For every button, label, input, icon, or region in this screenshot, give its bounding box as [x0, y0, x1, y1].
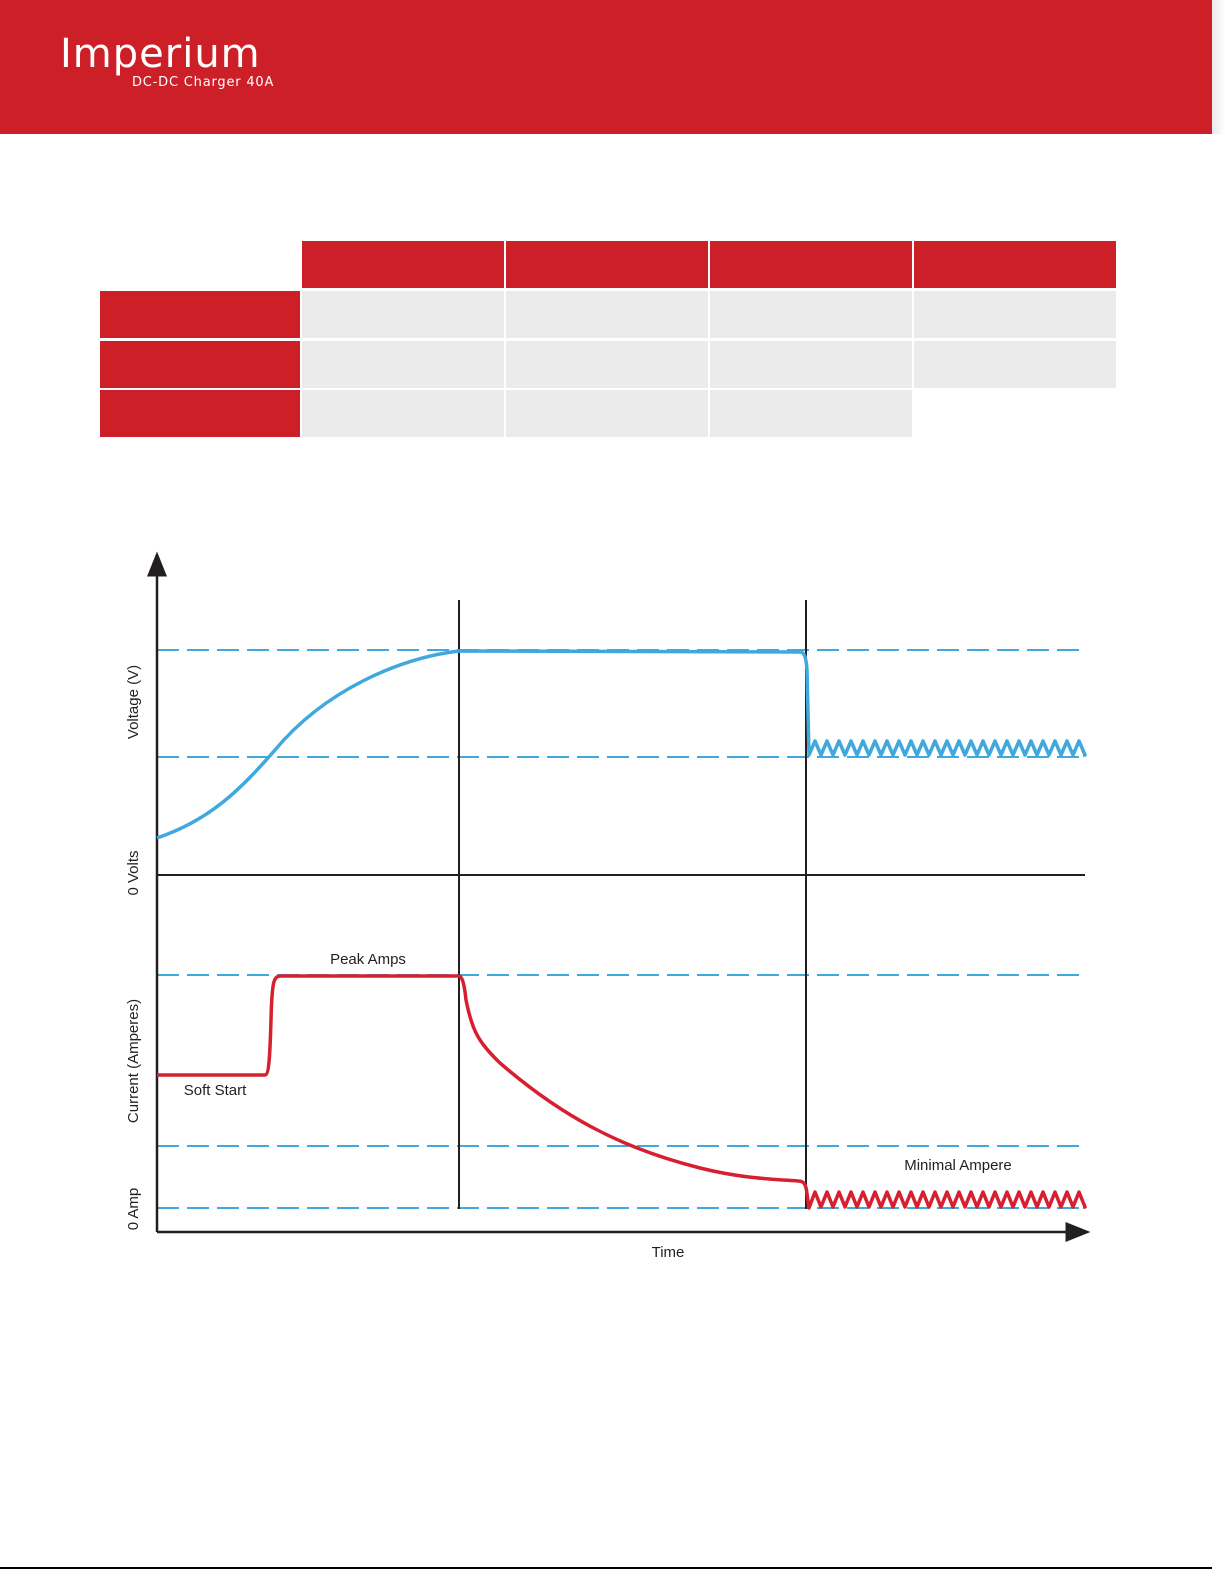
table-column-header [914, 241, 1116, 288]
table-row-header [100, 390, 300, 437]
y-axis-label-zero-amp: 0 Amp [125, 1188, 142, 1231]
table-cell-text [506, 341, 708, 388]
annotation-peak-amps: Peak Amps [330, 951, 406, 968]
table-cell [302, 291, 504, 338]
table-column-header-text [914, 241, 1116, 288]
table-row-header-text [100, 390, 300, 437]
page-header: Imperium DC-DC Charger 40A [0, 0, 1212, 134]
table-column-header-text [302, 241, 504, 288]
series-line-voltage [156, 649, 1087, 840]
y-axis-label-zero-volts: 0 Volts [125, 850, 142, 895]
brand-name: Imperium [60, 31, 261, 77]
table-row-header-text [100, 341, 300, 388]
product-name: DC-DC Charger 40A [132, 75, 275, 90]
table-cell-text [302, 291, 504, 338]
reference-lines [157, 649, 1085, 1209]
table-cell [710, 390, 912, 437]
y-axis-label-current: Current (Amperes) [125, 999, 142, 1123]
annotation-soft-start: Soft Start [184, 1082, 247, 1099]
table-row-header [100, 291, 300, 338]
chart-text: Voltage (V) 0 Volts Current (Amperes) 0 Amp… [125, 665, 1012, 1261]
page-bottom-rule [0, 1567, 1212, 1569]
annotation-minimal-ampere: Minimal Ampere [904, 1157, 1012, 1174]
table-cell [506, 341, 708, 388]
table-cell-text [914, 291, 1116, 338]
table-cell-text [710, 390, 912, 437]
table-cell-text [302, 390, 504, 437]
table-cell-text [506, 291, 708, 338]
table-column-header-text [506, 241, 708, 288]
table-row-header-text [100, 291, 300, 338]
table-cell [710, 291, 912, 338]
table-column-header [506, 241, 708, 288]
table-cell-text [710, 341, 912, 388]
table-column-header [302, 241, 504, 288]
table-row-header [100, 341, 300, 388]
table-cell-text [506, 390, 708, 437]
chart-series [156, 649, 1087, 1210]
table-cell-text [914, 341, 1116, 388]
table-cell [914, 291, 1116, 338]
header-shadow [1212, 0, 1225, 134]
table-cell [914, 341, 1116, 388]
series-line-current [157, 974, 1087, 1210]
charging-curve-chart: Voltage (V) 0 Volts Current (Amperes) 0 Amp… [125, 551, 1091, 1261]
table-column-header-text [710, 241, 912, 288]
table-column-header [710, 241, 912, 288]
x-axis-label: Time [652, 1244, 685, 1261]
table-cell-text [710, 291, 912, 338]
y-axis-label-voltage: Voltage (V) [125, 665, 142, 739]
table-cell [506, 390, 708, 437]
table-cell [710, 341, 912, 388]
chart-axes [147, 551, 1091, 1242]
table-cell-text [302, 341, 504, 388]
table-cell [302, 390, 504, 437]
table-cell [506, 291, 708, 338]
table-cell [302, 341, 504, 388]
